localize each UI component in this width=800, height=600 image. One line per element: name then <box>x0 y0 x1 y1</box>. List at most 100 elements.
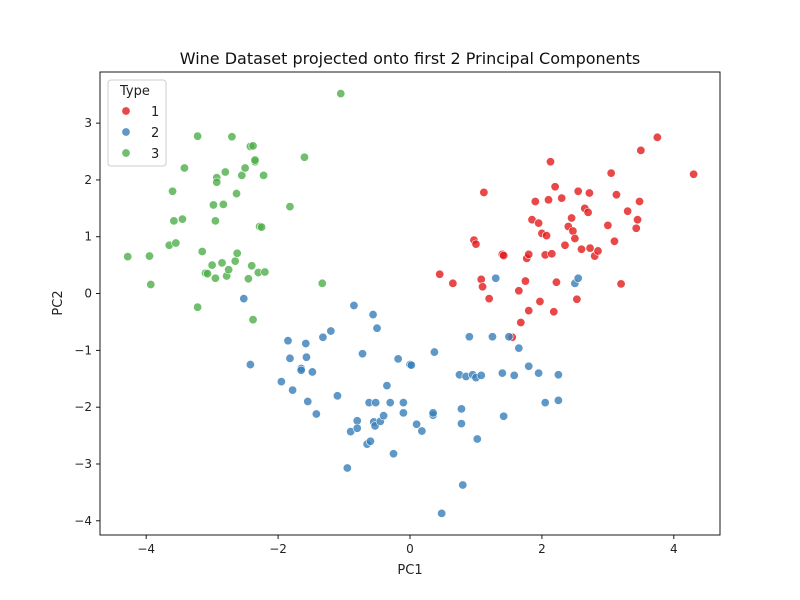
y-tick-label: 1 <box>84 230 92 244</box>
scatter-point-type-1 <box>603 220 613 230</box>
scatter-point-type-1 <box>471 239 481 249</box>
legend-marker-2 <box>121 127 131 137</box>
scatter-point-type-2 <box>349 300 359 310</box>
scatter-point-type-1 <box>550 182 560 192</box>
scatter-point-type-3 <box>232 189 242 199</box>
scatter-point-type-1 <box>534 218 544 228</box>
scatter-point-type-3 <box>250 155 260 165</box>
legend: Type 1 2 3 <box>107 79 167 167</box>
scatter-point-type-3 <box>260 267 270 277</box>
scatter-point-type-3 <box>177 214 187 224</box>
scatter-point-type-2 <box>371 398 381 408</box>
scatter-point-type-3 <box>210 216 220 226</box>
scatter-point-type-2 <box>534 368 544 378</box>
scatter-point-type-1 <box>585 243 595 253</box>
scatter-point-type-2 <box>456 419 466 429</box>
scatter-point-type-2 <box>393 354 403 364</box>
scatter-point-type-2 <box>301 339 311 349</box>
scatter-point-type-2 <box>326 326 336 336</box>
scatter-point-type-2 <box>307 367 317 377</box>
legend-title: Type <box>119 84 150 99</box>
scatter-point-type-2 <box>365 436 375 446</box>
scatter-point-type-1 <box>545 157 555 167</box>
scatter-point-type-2 <box>368 310 378 320</box>
scatter-point-type-1 <box>516 318 526 328</box>
x-tick-label: −2 <box>269 542 287 556</box>
scatter-point-type-3 <box>285 202 295 212</box>
scatter-point-type-2 <box>499 411 509 421</box>
scatter-point-type-3 <box>123 252 133 262</box>
chart-title: Wine Dataset projected onto first 2 Prin… <box>180 49 641 68</box>
legend-label-3: 3 <box>151 147 159 162</box>
scatter-point-type-2 <box>352 423 362 433</box>
data-points <box>123 89 699 518</box>
y-tick-label: 0 <box>84 287 92 301</box>
scatter-point-type-2 <box>296 365 306 375</box>
scatter-point-type-2 <box>472 434 482 444</box>
scatter-point-type-3 <box>146 279 156 289</box>
scatter-point-type-2 <box>245 360 255 370</box>
scatter-point-type-2 <box>458 480 468 490</box>
scatter-point-type-2 <box>553 370 563 380</box>
scatter-point-type-2 <box>487 332 497 342</box>
scatter-point-type-1 <box>448 278 458 288</box>
scatter-point-type-3 <box>317 278 327 288</box>
scatter-point-type-2 <box>332 391 342 401</box>
scatter-point-type-1 <box>606 168 616 178</box>
scatter-point-type-2 <box>385 398 395 408</box>
scatter-point-type-2 <box>476 370 486 380</box>
legend-label-1: 1 <box>151 105 159 120</box>
scatter-point-type-1 <box>609 236 619 246</box>
scatter-point-type-1 <box>652 132 662 142</box>
scatter-point-type-2 <box>276 377 286 387</box>
scatter-point-type-1 <box>560 240 570 250</box>
scatter-point-type-1 <box>547 249 557 259</box>
scatter-point-type-2 <box>379 411 389 421</box>
legend-label-2: 2 <box>151 126 159 141</box>
scatter-point-type-2 <box>417 426 427 436</box>
scatter-point-type-2 <box>509 370 519 380</box>
scatter-point-type-3 <box>220 167 230 177</box>
scatter-point-type-3 <box>208 200 218 210</box>
scatter-point-type-2 <box>342 463 352 473</box>
scatter-point-type-3 <box>257 222 267 232</box>
scatter-point-type-1 <box>524 249 534 259</box>
scatter-point-type-3 <box>168 186 178 196</box>
scatter-point-type-2 <box>428 408 438 418</box>
y-tick-label: 2 <box>84 173 92 187</box>
scatter-point-type-2 <box>288 385 298 395</box>
scatter-point-type-3 <box>232 248 242 258</box>
scatter-point-type-1 <box>514 286 524 296</box>
scatter-point-type-3 <box>248 141 258 151</box>
scatter-point-type-3 <box>259 170 269 180</box>
scatter-point-type-1 <box>576 244 586 254</box>
scatter-point-type-2 <box>398 408 408 418</box>
scatter-point-type-1 <box>635 197 645 207</box>
scatter-point-type-2 <box>372 323 382 333</box>
scatter-point-type-2 <box>540 398 550 408</box>
scatter-point-type-1 <box>568 226 578 236</box>
axis-ticks: −4 −2 0 2 4 −4 −3 −2 −1 0 1 2 3 <box>74 116 677 556</box>
scatter-point-type-2 <box>318 332 328 342</box>
scatter-point-type-2 <box>301 352 311 362</box>
scatter-point-type-1 <box>570 233 580 243</box>
scatter-point-type-3 <box>179 163 189 173</box>
scatter-point-type-3 <box>217 258 227 268</box>
scatter-point-type-1 <box>499 250 509 260</box>
legend-marker-3 <box>121 148 131 158</box>
scatter-point-type-3 <box>336 89 346 99</box>
scatter-point-type-1 <box>551 277 561 287</box>
scatter-point-type-1 <box>478 282 488 292</box>
scatter-point-type-3 <box>218 199 228 209</box>
scatter-point-type-1 <box>636 145 646 155</box>
scatter-point-type-3 <box>240 163 250 173</box>
scatter-point-type-2 <box>398 398 408 408</box>
y-tick-label: 3 <box>84 116 92 130</box>
scatter-point-type-1 <box>542 231 552 241</box>
scatter-point-type-3 <box>212 177 222 187</box>
scatter-point-type-2 <box>573 273 583 283</box>
scatter-point-type-2 <box>464 332 474 342</box>
scatter-point-type-1 <box>435 269 445 279</box>
scatter-point-type-2 <box>303 396 313 406</box>
